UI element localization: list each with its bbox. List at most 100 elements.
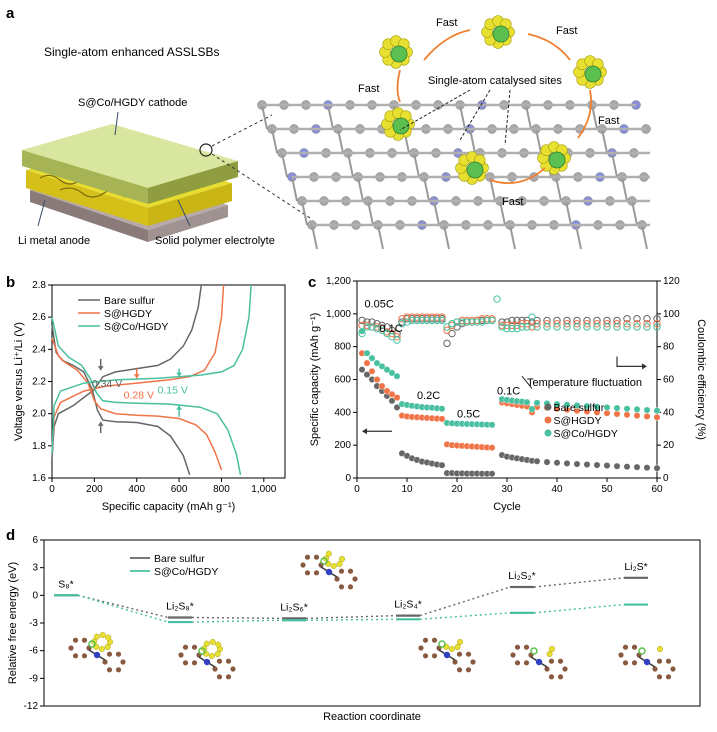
energy-path-bare [191, 616, 283, 620]
carbon-atom [347, 568, 354, 574]
lattice-bond-83 [565, 200, 572, 226]
carbon-atom [106, 667, 113, 673]
efficiency-point-sco [523, 323, 531, 331]
lattice-bond-31 [535, 128, 542, 154]
panel-a-title: Single-atom enhanced ASSLSBs [44, 45, 219, 59]
state-label: Li₂S* [624, 561, 647, 573]
efficiency-point-bare [653, 315, 661, 323]
x-tick-label-b: 200 [86, 484, 103, 495]
sulfur-atom [209, 639, 216, 646]
carbon-atom [422, 653, 429, 659]
efficiency-point-shgdy [508, 321, 516, 330]
sulfur-atom [336, 561, 343, 568]
lithium-atom [638, 647, 646, 655]
lattice-bond-1 [261, 104, 268, 130]
y-tick-label-c: 200 [334, 440, 351, 451]
efficiency-point-sco [528, 313, 536, 321]
carbon-atom [557, 674, 564, 680]
fast-arrow-1 [423, 29, 471, 61]
efficiency-point-bare [443, 339, 451, 348]
carbon-atom [548, 658, 555, 664]
efficiency-point-shgdy [518, 319, 526, 328]
y-tick-label-b: 2.0 [32, 409, 46, 420]
rate-label: 0.1C [380, 323, 403, 335]
carbon-atom [81, 637, 88, 643]
carbon-atom [431, 637, 438, 643]
panel-c-letter: c [308, 274, 316, 291]
efficiency-point-sco [458, 318, 466, 326]
energy-path-sco [305, 618, 397, 621]
y-tick-label-d: -3 [29, 618, 38, 629]
efficiency-point-sco [433, 316, 441, 325]
efficiency-point-sco [463, 318, 471, 326]
x-tick-label-b: 800 [213, 484, 230, 495]
carbon-atom [523, 644, 530, 650]
carbon-atom [72, 653, 79, 659]
legend-label-b-sco: S@Co/HGDY [104, 321, 168, 333]
efficiency-point-shgdy [543, 319, 551, 328]
cobalt-atom [548, 151, 566, 169]
capacity-point-sco [438, 405, 446, 413]
cathode-top [22, 124, 238, 188]
lattice-bond-60 [423, 176, 430, 202]
efficiency-point-shgdy [653, 319, 661, 328]
carbon-atom [72, 637, 79, 643]
polarization-arrowhead-bare [97, 421, 104, 426]
efficiency-point-sco [448, 319, 456, 328]
carbon-atom [465, 651, 472, 657]
x-axis-label-c: Cycle [493, 501, 521, 513]
efficiency-point-sco [368, 323, 376, 331]
fast-arrow-2 [527, 33, 571, 61]
capacity-point-bare [438, 461, 446, 469]
efficiency-point-sco [383, 329, 391, 338]
efficiency-point-bare [378, 321, 386, 330]
carbon-atom [456, 651, 463, 657]
x-tick-label-b: 1,000 [251, 484, 276, 495]
carbon-atom [216, 674, 223, 680]
efficiency-point-shgdy [413, 313, 421, 321]
x-tick-label-c: 60 [651, 484, 663, 495]
y-tick-label-b: 1.8 [32, 441, 46, 452]
zoom-line-top [211, 114, 273, 147]
sulfur-atom [208, 652, 215, 659]
carbon-atom [230, 666, 236, 672]
efficiency-point-sco [643, 323, 651, 331]
carbon-atom [338, 568, 345, 574]
rate-label: 0.1C [497, 385, 520, 397]
efficiency-point-sco [478, 318, 486, 326]
efficiency-point-sco [653, 323, 661, 331]
y-tick-label-c: 0 [345, 473, 351, 484]
efficiency-point-bare [368, 318, 376, 326]
efficiency-point-bare [363, 318, 371, 326]
efficiency-point-sco [498, 323, 506, 331]
efficiency-point-sco [533, 323, 541, 331]
y-axis-label-b: Voltage versus Li⁺/Li (V) [13, 322, 25, 441]
cathode-pointer [114, 111, 119, 136]
y-axis-label-d: Relative free energy (eV) [7, 562, 19, 684]
capacity-point-sco [373, 359, 381, 367]
carbon-atom [120, 659, 126, 665]
efficiency-point-bare [633, 315, 641, 323]
x-tick-label-b: 0 [49, 484, 55, 495]
nitrogen-atom [325, 568, 333, 576]
sites-label: Single-atom catalysed sites [428, 75, 562, 87]
carbon-atom [115, 667, 122, 673]
fast-arrows [396, 29, 593, 184]
curve-sco-discharge [51, 317, 242, 475]
sulfur-atom [325, 550, 332, 557]
capacity-point-bare [613, 462, 621, 470]
state-label: S₈* [58, 578, 73, 590]
lithium-atom [438, 640, 446, 648]
capacity-point-sco [488, 421, 496, 429]
efficiency-point-sco [468, 318, 476, 326]
sulfur-atom [99, 632, 106, 639]
x-tick-label-c: 50 [601, 484, 613, 495]
capacity-point-sco [593, 403, 601, 411]
efficiency-point-shgdy [623, 319, 631, 328]
temperature-pointer [521, 375, 533, 389]
site-pointers [399, 89, 511, 146]
carbon-atom [470, 659, 476, 665]
y-tick-label-b: 1.6 [32, 473, 46, 484]
chart-c: 0 10 20 30 40 50 6002004006008001,0001,2000204… [309, 276, 707, 513]
